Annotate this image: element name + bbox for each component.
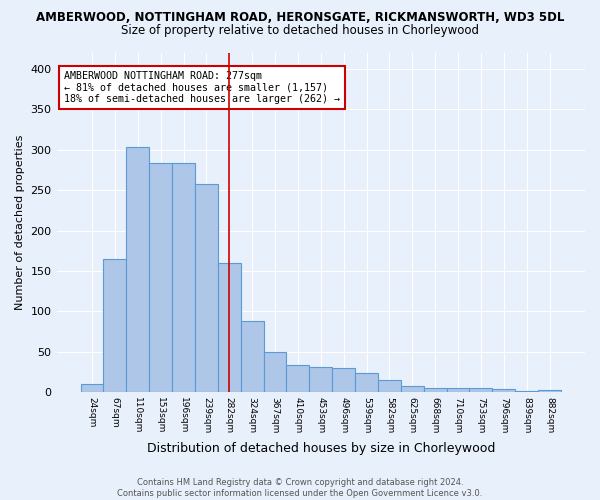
Bar xyxy=(195,184,218,392)
Bar xyxy=(172,164,195,392)
Bar xyxy=(401,386,424,392)
Bar xyxy=(515,391,538,392)
Bar xyxy=(218,263,241,392)
Bar xyxy=(80,384,103,392)
Text: Contains HM Land Registry data © Crown copyright and database right 2024.
Contai: Contains HM Land Registry data © Crown c… xyxy=(118,478,482,498)
Bar xyxy=(310,366,332,392)
Y-axis label: Number of detached properties: Number of detached properties xyxy=(15,135,25,310)
Bar xyxy=(332,368,355,392)
Text: Size of property relative to detached houses in Chorleywood: Size of property relative to detached ho… xyxy=(121,24,479,37)
Bar xyxy=(424,388,446,392)
Bar xyxy=(446,388,469,392)
Bar xyxy=(127,147,149,392)
Bar xyxy=(538,390,561,392)
Bar xyxy=(286,365,310,392)
Bar xyxy=(103,259,127,392)
Bar xyxy=(469,388,493,392)
Bar xyxy=(378,380,401,392)
Bar xyxy=(493,389,515,392)
Bar xyxy=(241,321,263,392)
X-axis label: Distribution of detached houses by size in Chorleywood: Distribution of detached houses by size … xyxy=(146,442,495,455)
Text: AMBERWOOD, NOTTINGHAM ROAD, HERONSGATE, RICKMANSWORTH, WD3 5DL: AMBERWOOD, NOTTINGHAM ROAD, HERONSGATE, … xyxy=(36,11,564,24)
Bar xyxy=(263,352,286,393)
Text: AMBERWOOD NOTTINGHAM ROAD: 277sqm
← 81% of detached houses are smaller (1,157)
1: AMBERWOOD NOTTINGHAM ROAD: 277sqm ← 81% … xyxy=(64,71,340,104)
Bar xyxy=(355,373,378,392)
Bar xyxy=(149,164,172,392)
